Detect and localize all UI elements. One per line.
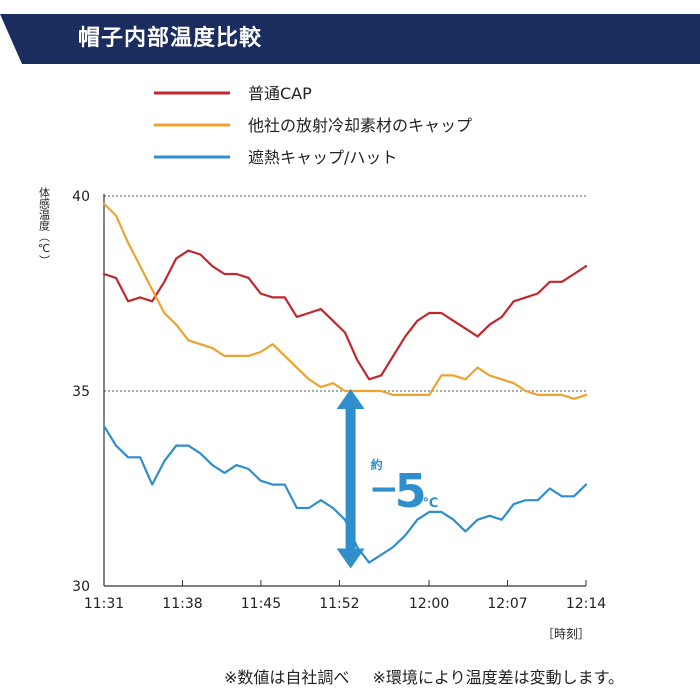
series-line-普通CAP xyxy=(102,249,588,381)
x-tick-label-12:14: 12:14 xyxy=(566,596,606,612)
x-tick-label-11:31: 11:31 xyxy=(84,596,124,612)
series-line-他社の放射冷却素材のキャップ xyxy=(102,202,588,400)
footnote: ※数値は自社調べ ※環境により温度差は変動します。 xyxy=(224,664,624,688)
annotation-prefix: 約 xyxy=(371,457,383,472)
axes xyxy=(103,194,586,587)
footnote-note-2: ※環境により温度差は変動します。 xyxy=(372,668,625,687)
header-banner xyxy=(0,14,700,64)
x-tick-label-12:00: 12:00 xyxy=(409,596,449,612)
y-axis-label: 体感温度（℃） xyxy=(38,186,51,266)
annotation-arrow-head-bottom xyxy=(336,548,365,569)
legend: 普通CAP 他社の放射冷却素材のキャップ 遮熱キャップ/ハット xyxy=(154,84,472,167)
series-line-遮熱キャップ/ハット xyxy=(102,425,588,564)
annotation-unit: ℃ xyxy=(423,496,439,511)
annotation-value: 5 xyxy=(395,464,427,518)
annotation-sign: − xyxy=(369,469,399,510)
series xyxy=(102,202,588,564)
y-tick-label-40: 40 xyxy=(72,189,90,205)
legend-label-遮熱: 遮熱キャップ/ハット xyxy=(248,148,397,167)
footnote-note-1: ※数値は自社調べ xyxy=(224,668,350,687)
x-tick-label-11:45: 11:45 xyxy=(241,596,281,612)
banner-background xyxy=(0,14,700,64)
ticks: 30 35 40 11:31 11:38 11:45 11:52 12:00 12:07 12:1… xyxy=(72,189,606,612)
legend-label-普通CAP: 普通CAP xyxy=(248,84,312,103)
y-tick-label-30: 30 xyxy=(72,579,90,595)
difference-annotation: 約−5℃ xyxy=(336,389,439,569)
x-tick-label-12:07: 12:07 xyxy=(487,596,527,612)
x-tick-label-11:38: 11:38 xyxy=(162,596,202,612)
annotation-arrow-head-top xyxy=(336,389,365,409)
x-axis-label: ［時刻］ xyxy=(542,627,590,641)
y-tick-label-35: 35 xyxy=(72,384,90,400)
gridlines xyxy=(104,195,586,392)
x-tick-label-11:52: 11:52 xyxy=(319,596,359,612)
page-title: 帽子内部温度比較 xyxy=(78,26,263,51)
legend-label-他社: 他社の放射冷却素材のキャップ xyxy=(248,116,472,135)
line-chart: 普通CAP 他社の放射冷却素材のキャップ 遮熱キャップ/ハット 体感温度（℃） … xyxy=(38,84,607,641)
